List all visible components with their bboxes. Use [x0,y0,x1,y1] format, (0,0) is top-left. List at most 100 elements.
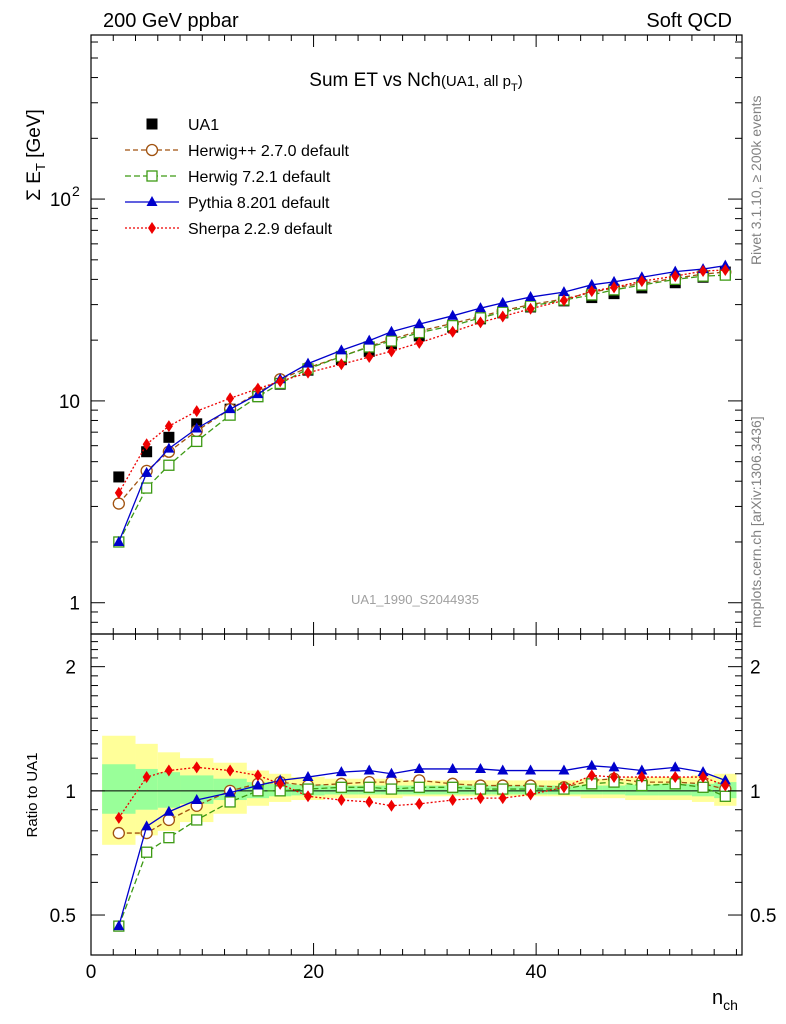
upper-marker-pythia [335,344,347,355]
upper-marker-sherpa [610,281,619,294]
ratio-series-herwig-7-2-1-default [113,776,731,932]
ratio-marker-herwig7 [140,846,153,858]
ratio-marker-pythia [558,764,570,775]
ratio-marker-herwig7 [191,814,203,826]
ratio-marker-sherpa [253,769,262,782]
upper-marker-herwigpp [112,497,125,510]
xlabel-n: n [712,987,723,1009]
upper-series-sherpa-2-2-9-default [114,264,730,499]
upper-series-ua1 [113,266,731,483]
upper-marker-herwig7 [413,326,425,339]
legend-entry-sherpa-2-2-9-default: Sherpa 2.2.9 default [125,221,333,238]
upper-marker-sherpa [448,325,457,338]
ratio-marker-sherpa [699,771,708,784]
ratio-band-inner [102,764,136,814]
ratio-marker-sherpa [526,788,535,801]
legend-entry-herwig-2-7-0-default: Herwig++ 2.7.0 default [125,143,350,160]
legend: UA1 Herwig++ 2.7.0 default Herwig 7.2.1 de… [125,117,350,238]
ratio-marker-pythia [141,820,153,831]
ratio-marker-sherpa [142,771,151,784]
ratio-marker-sherpa [415,797,424,810]
upper-marker-sherpa [387,345,396,358]
ratio-marker-herwig7 [697,781,709,793]
upper-marker-data [141,446,153,458]
ratio-y-tick-label: 2 [65,658,76,679]
chart-title-sub: (UA1, all p [441,73,511,90]
upper-series-herwig-2-7-0-default [112,265,732,510]
ratio-marker-sherpa [721,779,730,792]
upper-marker-pythia [497,296,509,307]
upper-y-tick-label: 10 [59,392,80,413]
upper-marker-sherpa [337,358,346,371]
upper-marker-pythia [558,286,570,297]
x-tick-label: 0 [86,962,97,983]
upper-marker-herwig7 [385,335,398,347]
upper-marker-sherpa [637,275,646,288]
ratio-marker-sherpa [114,811,123,824]
upper-marker-data [113,471,125,483]
ratio-marker-pythia [363,764,375,775]
upper-ylabel: Σ ET [GeV] [24,109,48,201]
upper-marker-pythia [447,309,459,320]
legend-label: Sherpa 2.2.9 default [188,221,333,238]
ratio-marker-herwig7 [363,781,375,793]
upper-marker-herwig7 [163,459,175,471]
ratio-marker-herwig7 [224,796,236,808]
upper-marker-pythia [474,302,486,313]
ratio-marker-sherpa [671,771,680,784]
ratio-band-inner [580,785,603,795]
upper-marker-pythia [224,403,236,414]
ratio-marker-herwig7 [447,781,459,793]
ratio-marker-pythia [335,766,347,777]
upper-marker-sherpa [253,382,262,395]
ratio-marker-sherpa [365,795,374,808]
ratio-marker-sherpa [192,761,201,774]
upper-marker-sherpa [476,316,485,329]
ratio-marker-pythia [608,761,620,772]
legend-label: Herwig 7.2.1 default [188,169,331,186]
upper-series-group [112,259,732,548]
ratio-band-inner [658,783,692,796]
legend-label: Herwig++ 2.7.0 default [188,143,350,160]
source-info: mcplots.cern.ch [arXiv:1306.3436] [748,416,764,628]
chart-title: Sum ET vs Nch(UA1, all pT) [309,70,522,94]
upper-marker-herwig7 [140,482,153,494]
upper-marker-sherpa [587,285,596,298]
ratio-marker-sherpa [304,790,312,803]
upper-series-herwig-7-2-1-default [113,269,731,548]
ratio-y-tick-label: 1 [65,782,76,803]
upper-marker-pythia [586,278,598,289]
ratio-marker-pythia [224,786,236,797]
header-left: 200 GeV ppbar [103,10,239,32]
ratio-marker-herwig7 [163,832,175,844]
upper-marker-sherpa [671,270,680,283]
rivet-info: Rivet 3.1.10, ≥ 200k events [748,95,764,265]
ratio-marker-pythia [113,920,125,931]
upper-series-pythia-8-201-default [113,259,731,546]
ratio-ylabel: Ratio to UA1 [24,752,41,837]
ratio-marker-pythia [413,762,425,773]
x-tick-label: 40 [526,962,547,983]
ratio-marker-sherpa [226,764,235,777]
ratio-marker-sherpa [498,792,507,805]
ratio-marker-sherpa [276,777,285,790]
x-tick-label: 20 [303,962,324,983]
upper-marker-pythia [608,275,620,286]
ratio-series-sherpa-2-2-9-default [114,761,730,824]
legend-marker [146,118,158,130]
upper-line-herwig-7-2-1-default [118,274,726,543]
upper-marker-pythia [113,535,125,546]
chart-title-sub-end: ) [518,73,523,90]
ratio-marker-herwig7 [385,783,398,795]
upper-marker-pythia [525,291,537,302]
upper-marker-sherpa [164,420,173,433]
upper-line-herwig-2-7-0-default [118,271,726,504]
upper-marker-pythia [191,422,203,433]
upper-marker-pythia [413,318,425,329]
upper-ylabel-subscript: T [33,163,48,171]
ratio-marker-sherpa [387,799,396,812]
legend-marker [145,143,159,157]
xlabel-subscript: ch [723,997,738,1013]
ratio-marker-pythia [525,764,537,775]
